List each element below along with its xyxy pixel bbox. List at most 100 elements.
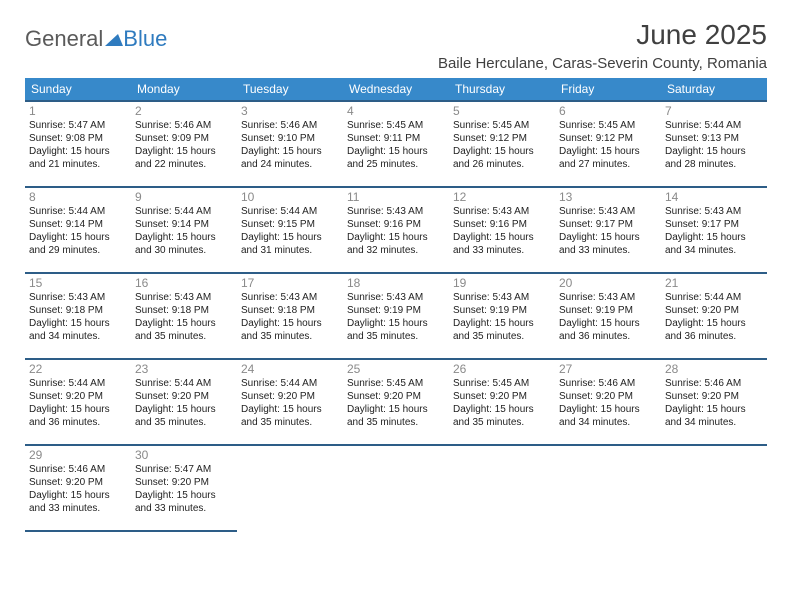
- calendar-cell: [555, 445, 661, 531]
- location-label: Baile Herculane, Caras-Severin County, R…: [438, 55, 767, 72]
- calendar-cell: 13Sunrise: 5:43 AMSunset: 9:17 PMDayligh…: [555, 187, 661, 273]
- day-number: 26: [453, 362, 551, 376]
- day-details: Sunrise: 5:47 AMSunset: 9:20 PMDaylight:…: [135, 463, 233, 515]
- calendar-cell: 8Sunrise: 5:44 AMSunset: 9:14 PMDaylight…: [25, 187, 131, 273]
- day-details: Sunrise: 5:46 AMSunset: 9:20 PMDaylight:…: [559, 377, 657, 429]
- brand-part2: Blue: [123, 26, 167, 52]
- calendar-cell: 11Sunrise: 5:43 AMSunset: 9:16 PMDayligh…: [343, 187, 449, 273]
- day-details: Sunrise: 5:44 AMSunset: 9:20 PMDaylight:…: [241, 377, 339, 429]
- day-details: Sunrise: 5:43 AMSunset: 9:19 PMDaylight:…: [347, 291, 445, 343]
- calendar-cell: 3Sunrise: 5:46 AMSunset: 9:10 PMDaylight…: [237, 101, 343, 187]
- header: General Blue June 2025 Baile Herculane, …: [25, 20, 767, 72]
- calendar-cell: 20Sunrise: 5:43 AMSunset: 9:19 PMDayligh…: [555, 273, 661, 359]
- calendar-cell: 2Sunrise: 5:46 AMSunset: 9:09 PMDaylight…: [131, 101, 237, 187]
- calendar-cell: 1Sunrise: 5:47 AMSunset: 9:08 PMDaylight…: [25, 101, 131, 187]
- calendar-cell: 15Sunrise: 5:43 AMSunset: 9:18 PMDayligh…: [25, 273, 131, 359]
- day-details: Sunrise: 5:46 AMSunset: 9:20 PMDaylight:…: [665, 377, 763, 429]
- weekday-header: Sunday: [25, 78, 131, 101]
- calendar-cell: 28Sunrise: 5:46 AMSunset: 9:20 PMDayligh…: [661, 359, 767, 445]
- calendar-cell: 7Sunrise: 5:44 AMSunset: 9:13 PMDaylight…: [661, 101, 767, 187]
- day-details: Sunrise: 5:44 AMSunset: 9:20 PMDaylight:…: [135, 377, 233, 429]
- day-number: 10: [241, 190, 339, 204]
- calendar-cell: 9Sunrise: 5:44 AMSunset: 9:14 PMDaylight…: [131, 187, 237, 273]
- calendar-row: 22Sunrise: 5:44 AMSunset: 9:20 PMDayligh…: [25, 359, 767, 445]
- calendar-cell: 6Sunrise: 5:45 AMSunset: 9:12 PMDaylight…: [555, 101, 661, 187]
- brand-part1: General: [25, 26, 103, 52]
- day-number: 7: [665, 104, 763, 118]
- calendar-cell: 5Sunrise: 5:45 AMSunset: 9:12 PMDaylight…: [449, 101, 555, 187]
- weekday-header: Friday: [555, 78, 661, 101]
- calendar-row: 1Sunrise: 5:47 AMSunset: 9:08 PMDaylight…: [25, 101, 767, 187]
- calendar-cell: 29Sunrise: 5:46 AMSunset: 9:20 PMDayligh…: [25, 445, 131, 531]
- day-number: 28: [665, 362, 763, 376]
- day-number: 19: [453, 276, 551, 290]
- day-number: 22: [29, 362, 127, 376]
- day-details: Sunrise: 5:45 AMSunset: 9:12 PMDaylight:…: [559, 119, 657, 171]
- day-details: Sunrise: 5:43 AMSunset: 9:16 PMDaylight:…: [347, 205, 445, 257]
- weekday-header: Wednesday: [343, 78, 449, 101]
- month-title: June 2025: [438, 20, 767, 51]
- day-details: Sunrise: 5:43 AMSunset: 9:17 PMDaylight:…: [665, 205, 763, 257]
- calendar-cell: 23Sunrise: 5:44 AMSunset: 9:20 PMDayligh…: [131, 359, 237, 445]
- calendar-cell: 30Sunrise: 5:47 AMSunset: 9:20 PMDayligh…: [131, 445, 237, 531]
- calendar-table: Sunday Monday Tuesday Wednesday Thursday…: [25, 78, 767, 532]
- calendar-row: 29Sunrise: 5:46 AMSunset: 9:20 PMDayligh…: [25, 445, 767, 531]
- calendar-row: 15 Sunrise: 5:43 AMSunset: 9:18 PMDayligh…: [25, 273, 767, 359]
- day-details: Sunrise: 5:46 AMSunset: 9:20 PMDaylight:…: [29, 463, 127, 515]
- calendar-cell: 24Sunrise: 5:44 AMSunset: 9:20 PMDayligh…: [237, 359, 343, 445]
- day-number: 16: [135, 276, 233, 290]
- day-number: 5: [453, 104, 551, 118]
- calendar-cell: [343, 445, 449, 531]
- calendar-cell: 10Sunrise: 5:44 AMSunset: 9:15 PMDayligh…: [237, 187, 343, 273]
- calendar-body: 1Sunrise: 5:47 AMSunset: 9:08 PMDaylight…: [25, 101, 767, 531]
- day-number: 11: [347, 190, 445, 204]
- day-number: 30: [135, 448, 233, 462]
- day-number: 15: [29, 276, 127, 290]
- day-number: 8: [29, 190, 127, 204]
- calendar-cell: [661, 445, 767, 531]
- day-details: Sunrise: 5:44 AMSunset: 9:14 PMDaylight:…: [29, 205, 127, 257]
- day-number: 4: [347, 104, 445, 118]
- calendar-cell: [449, 445, 555, 531]
- day-number: 12: [453, 190, 551, 204]
- day-details: Sunrise: 5:44 AMSunset: 9:14 PMDaylight:…: [135, 205, 233, 257]
- day-number: 9: [135, 190, 233, 204]
- calendar-cell: 16Sunrise: 5:43 AMSunset: 9:18 PMDayligh…: [131, 273, 237, 359]
- calendar-cell: 4Sunrise: 5:45 AMSunset: 9:11 PMDaylight…: [343, 101, 449, 187]
- calendar-cell: 22Sunrise: 5:44 AMSunset: 9:20 PMDayligh…: [25, 359, 131, 445]
- calendar-cell: 19Sunrise: 5:43 AMSunset: 9:19 PMDayligh…: [449, 273, 555, 359]
- day-number: 29: [29, 448, 127, 462]
- calendar-cell: [237, 445, 343, 531]
- calendar-cell: 18Sunrise: 5:43 AMSunset: 9:19 PMDayligh…: [343, 273, 449, 359]
- calendar-cell: 14Sunrise: 5:43 AMSunset: 9:17 PMDayligh…: [661, 187, 767, 273]
- weekday-header: Saturday: [661, 78, 767, 101]
- day-number: 14: [665, 190, 763, 204]
- weekday-header: Monday: [131, 78, 237, 101]
- day-number: 1: [29, 104, 127, 118]
- day-details: Sunrise: 5:44 AMSunset: 9:20 PMDaylight:…: [29, 377, 127, 429]
- day-number: 13: [559, 190, 657, 204]
- day-details: Sunrise: 5:44 AMSunset: 9:20 PMDaylight:…: [665, 291, 763, 343]
- day-details: Sunrise: 5:45 AMSunset: 9:12 PMDaylight:…: [453, 119, 551, 171]
- day-details: Sunrise: 5:45 AMSunset: 9:20 PMDaylight:…: [347, 377, 445, 429]
- weekday-header: Thursday: [449, 78, 555, 101]
- calendar-row: 8Sunrise: 5:44 AMSunset: 9:14 PMDaylight…: [25, 187, 767, 273]
- day-number: 18: [347, 276, 445, 290]
- day-details: Sunrise: 5:46 AMSunset: 9:10 PMDaylight:…: [241, 119, 339, 171]
- day-details: Sunrise: 5:44 AMSunset: 9:15 PMDaylight:…: [241, 205, 339, 257]
- brand-logo: General Blue: [25, 20, 167, 52]
- calendar-cell: 21Sunrise: 5:44 AMSunset: 9:20 PMDayligh…: [661, 273, 767, 359]
- calendar-cell: 26Sunrise: 5:45 AMSunset: 9:20 PMDayligh…: [449, 359, 555, 445]
- day-number: 23: [135, 362, 233, 376]
- day-number: 21: [665, 276, 763, 290]
- calendar-page: General Blue June 2025 Baile Herculane, …: [0, 0, 792, 542]
- day-details: Sunrise: 5:43 AMSunset: 9:18 PMDaylight:…: [241, 291, 339, 343]
- day-number: 6: [559, 104, 657, 118]
- day-details: Sunrise: 5:45 AMSunset: 9:11 PMDaylight:…: [347, 119, 445, 171]
- day-details: Sunrise: 5:43 AMSunset: 9:18 PMDaylight:…: [135, 291, 233, 343]
- calendar-cell: 25Sunrise: 5:45 AMSunset: 9:20 PMDayligh…: [343, 359, 449, 445]
- day-number: 20: [559, 276, 657, 290]
- day-number: 25: [347, 362, 445, 376]
- day-details: Sunrise: 5:43 AMSunset: 9:19 PMDaylight:…: [453, 291, 551, 343]
- day-number: 2: [135, 104, 233, 118]
